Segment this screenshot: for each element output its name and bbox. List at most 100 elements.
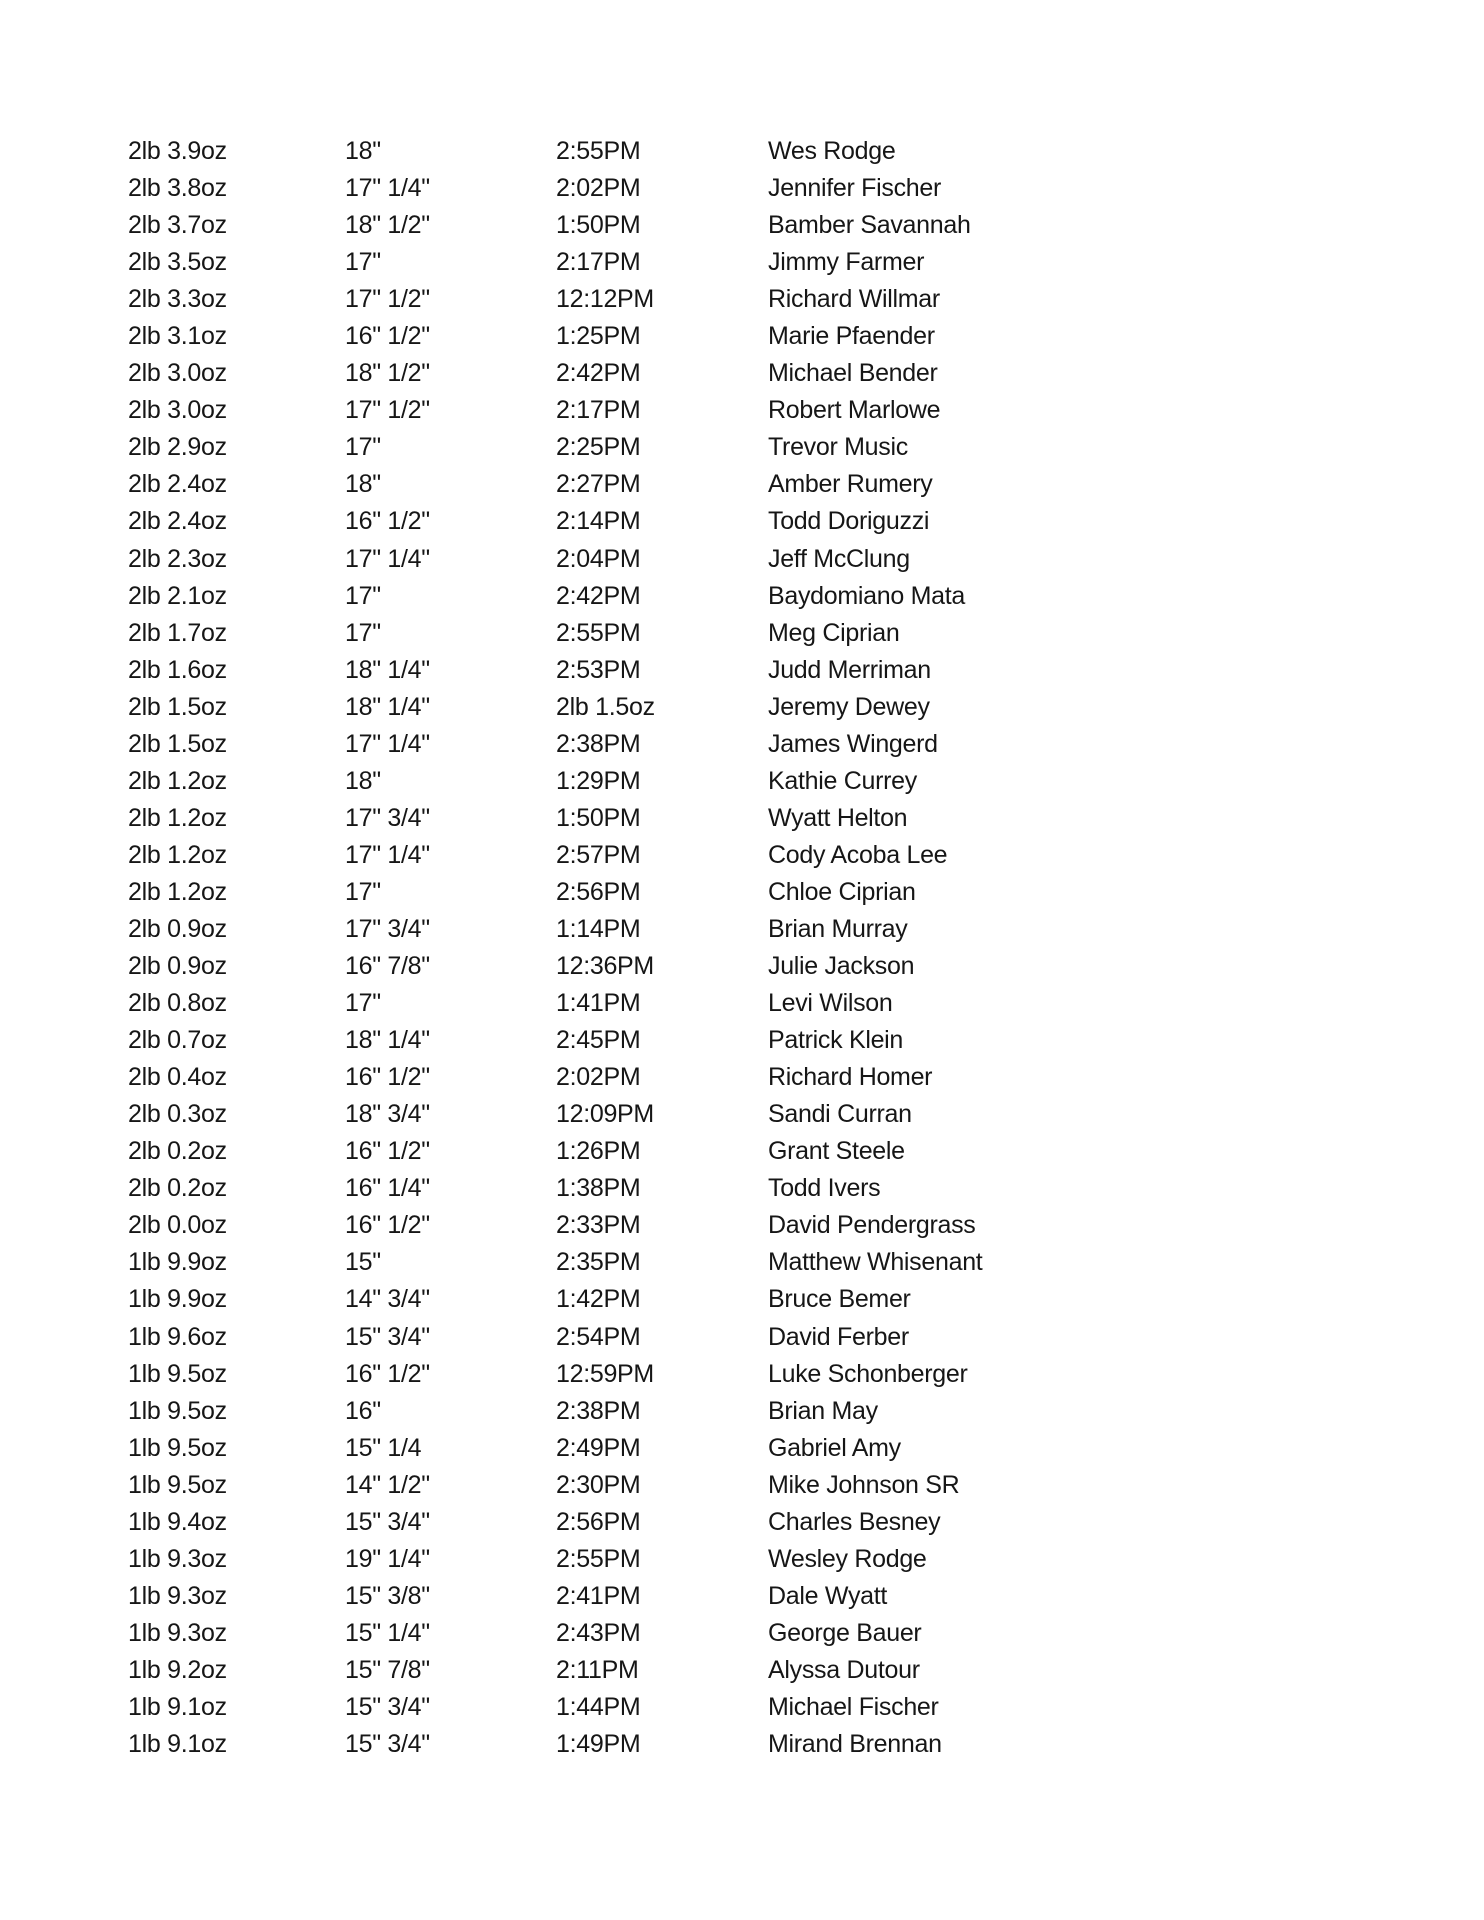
time-cell: 2:27PM <box>556 470 641 499</box>
time-cell: 12:59PM <box>556 1359 654 1388</box>
table-row: 2lb 1.6oz 18" 1/4" 2:53PM Judd Merriman <box>0 652 1484 689</box>
time-cell: 2:54PM <box>556 1322 641 1351</box>
angler-cell: Baydomiano Mata <box>768 581 966 610</box>
angler-cell: Jimmy Farmer <box>768 248 925 277</box>
time-cell: 12:09PM <box>556 1100 654 1129</box>
angler-cell: Chloe Ciprian <box>768 877 916 906</box>
table-row: 2lb 0.8oz 17" 1:41PM Levi Wilson <box>0 985 1484 1022</box>
angler-cell: Jennifer Fischer <box>768 174 942 203</box>
time-cell: 12:36PM <box>556 952 654 981</box>
table-row: 1lb 9.5oz 15" 1/4 2:49PM Gabriel Amy <box>0 1430 1484 1467</box>
table-row: 2lb 1.2oz 17" 3/4" 1:50PM Wyatt Helton <box>0 800 1484 837</box>
table-row: 1lb 9.6oz 15" 3/4" 2:54PM David Ferber <box>0 1319 1484 1356</box>
length-cell: 17" 3/4" <box>345 915 430 943</box>
time-cell: 2:11PM <box>556 1655 639 1684</box>
length-cell: 18" 1/2" <box>345 211 430 240</box>
length-cell: 15" <box>345 1248 381 1277</box>
time-cell: 2:14PM <box>556 507 641 536</box>
length-cell: 18" 1/4" <box>345 692 430 721</box>
angler-cell: Bamber Savannah <box>768 211 971 240</box>
time-cell: 2:38PM <box>556 729 641 758</box>
table-row: 2lb 2.9oz 17" 2:25PM Trevor Music <box>0 429 1484 466</box>
angler-cell: Julie Jackson <box>768 952 915 981</box>
weight-cell: 1lb 9.3oz <box>128 1618 227 1647</box>
table-row: 2lb 2.3oz 17" 1/4" 2:04PM Jeff McClung <box>0 541 1484 578</box>
weight-cell: 1lb 9.5oz <box>128 1433 227 1462</box>
angler-cell: Matthew Whisenant <box>768 1248 983 1277</box>
angler-cell: Brian Murray <box>768 915 908 943</box>
table-row: 1lb 9.3oz 15" 3/8" 2:41PM Dale Wyatt <box>0 1578 1484 1615</box>
length-cell: 17" 1/2" <box>345 396 430 425</box>
angler-cell: Meg Ciprian <box>768 618 900 647</box>
time-cell: 2:49PM <box>556 1433 641 1462</box>
length-cell: 17" <box>345 989 381 1018</box>
angler-cell: Robert Marlowe <box>768 396 941 425</box>
weight-cell: 2lb 0.7oz <box>128 1026 227 1055</box>
angler-cell: David Pendergrass <box>768 1211 976 1240</box>
length-cell: 18" 1/2" <box>345 359 430 388</box>
weight-cell: 2lb 1.5oz <box>128 692 227 721</box>
time-cell: 1:26PM <box>556 1137 641 1166</box>
table-row: 1lb 9.5oz 16" 2:38PM Brian May <box>0 1393 1484 1430</box>
length-cell: 18" <box>345 470 381 499</box>
table-row: 2lb 0.2oz 16" 1/4" 1:38PM Todd Ivers <box>0 1170 1484 1207</box>
time-cell: 2:56PM <box>556 1507 641 1536</box>
weight-cell: 2lb 1.2oz <box>128 803 227 832</box>
angler-cell: Marie Pfaender <box>768 322 935 351</box>
table-row: 2lb 3.0oz 18" 1/2" 2:42PM Michael Bender <box>0 355 1484 392</box>
time-cell: 2:56PM <box>556 877 641 906</box>
weight-cell: 2lb 3.0oz <box>128 396 227 425</box>
time-cell: 2:57PM <box>556 840 641 869</box>
angler-cell: Wes Rodge <box>768 137 896 166</box>
weight-cell: 2lb 0.0oz <box>128 1211 227 1240</box>
table-row: 2lb 3.7oz 18" 1/2" 1:50PM Bamber Savanna… <box>0 207 1484 244</box>
table-row: 1lb 9.2oz 15" 7/8" 2:11PM Alyssa Dutour <box>0 1652 1484 1689</box>
weight-cell: 2lb 3.7oz <box>128 211 227 240</box>
length-cell: 18" <box>345 137 381 166</box>
angler-cell: Gabriel Amy <box>768 1433 901 1462</box>
time-cell: 2:35PM <box>556 1248 641 1277</box>
weight-cell: 2lb 1.6oz <box>128 655 227 684</box>
table-row: 2lb 1.7oz 17" 2:55PM Meg Ciprian <box>0 615 1484 652</box>
length-cell: 17" 3/4" <box>345 803 430 832</box>
weight-cell: 1lb 9.3oz <box>128 1544 227 1573</box>
weight-cell: 2lb 0.4oz <box>128 1063 227 1092</box>
time-cell: 2:53PM <box>556 655 641 684</box>
angler-cell: Luke Schonberger <box>768 1359 968 1388</box>
angler-cell: Patrick Klein <box>768 1026 904 1055</box>
table-row: 1lb 9.9oz 15" 2:35PM Matthew Whisenant <box>0 1244 1484 1281</box>
time-cell: 2:42PM <box>556 359 641 388</box>
angler-cell: Levi Wilson <box>768 989 893 1018</box>
weight-cell: 1lb 9.5oz <box>128 1470 227 1499</box>
table-row: 2lb 0.9oz 16" 7/8" 12:36PM Julie Jackson <box>0 948 1484 985</box>
length-cell: 14" 1/2" <box>345 1470 430 1499</box>
length-cell: 17" 1/4" <box>345 729 430 758</box>
length-cell: 17" <box>345 433 381 462</box>
table-row: 2lb 3.0oz 17" 1/2" 2:17PM Robert Marlowe <box>0 392 1484 429</box>
time-cell: 2:55PM <box>556 618 641 647</box>
angler-cell: Michael Bender <box>768 359 938 388</box>
angler-cell: Charles Besney <box>768 1507 941 1536</box>
table-row: 2lb 3.8oz 17" 1/4" 2:02PM Jennifer Fisch… <box>0 170 1484 207</box>
table-row: 1lb 9.3oz 19" 1/4" 2:55PM Wesley Rodge <box>0 1541 1484 1578</box>
table-row: 1lb 9.1oz 15" 3/4" 1:44PM Michael Fische… <box>0 1689 1484 1726</box>
weight-cell: 1lb 9.9oz <box>128 1285 227 1314</box>
table-row: 2lb 0.0oz 16" 1/2" 2:33PM David Pendergr… <box>0 1207 1484 1244</box>
time-cell: 2:55PM <box>556 1544 641 1573</box>
time-cell: 2:42PM <box>556 581 641 610</box>
time-cell: 12:12PM <box>556 285 654 314</box>
angler-cell: Judd Merriman <box>768 655 931 684</box>
time-cell: 1:50PM <box>556 803 641 832</box>
catch-log-table: 2lb 3.9oz 18" 2:55PM Wes Rodge 2lb 3.8oz… <box>0 133 1484 1763</box>
weight-cell: 2lb 0.9oz <box>128 915 227 943</box>
time-cell: 2:17PM <box>556 396 641 425</box>
time-cell: 2:02PM <box>556 174 641 203</box>
angler-cell: Jeff McClung <box>768 544 910 573</box>
length-cell: 17" 1/4" <box>345 174 430 203</box>
angler-cell: Wyatt Helton <box>768 803 908 832</box>
angler-cell: James Wingerd <box>768 729 938 758</box>
weight-cell: 2lb 2.9oz <box>128 433 227 462</box>
angler-cell: Alyssa Dutour <box>768 1655 920 1684</box>
weight-cell: 1lb 9.2oz <box>128 1655 227 1684</box>
length-cell: 15" 7/8" <box>345 1655 430 1684</box>
